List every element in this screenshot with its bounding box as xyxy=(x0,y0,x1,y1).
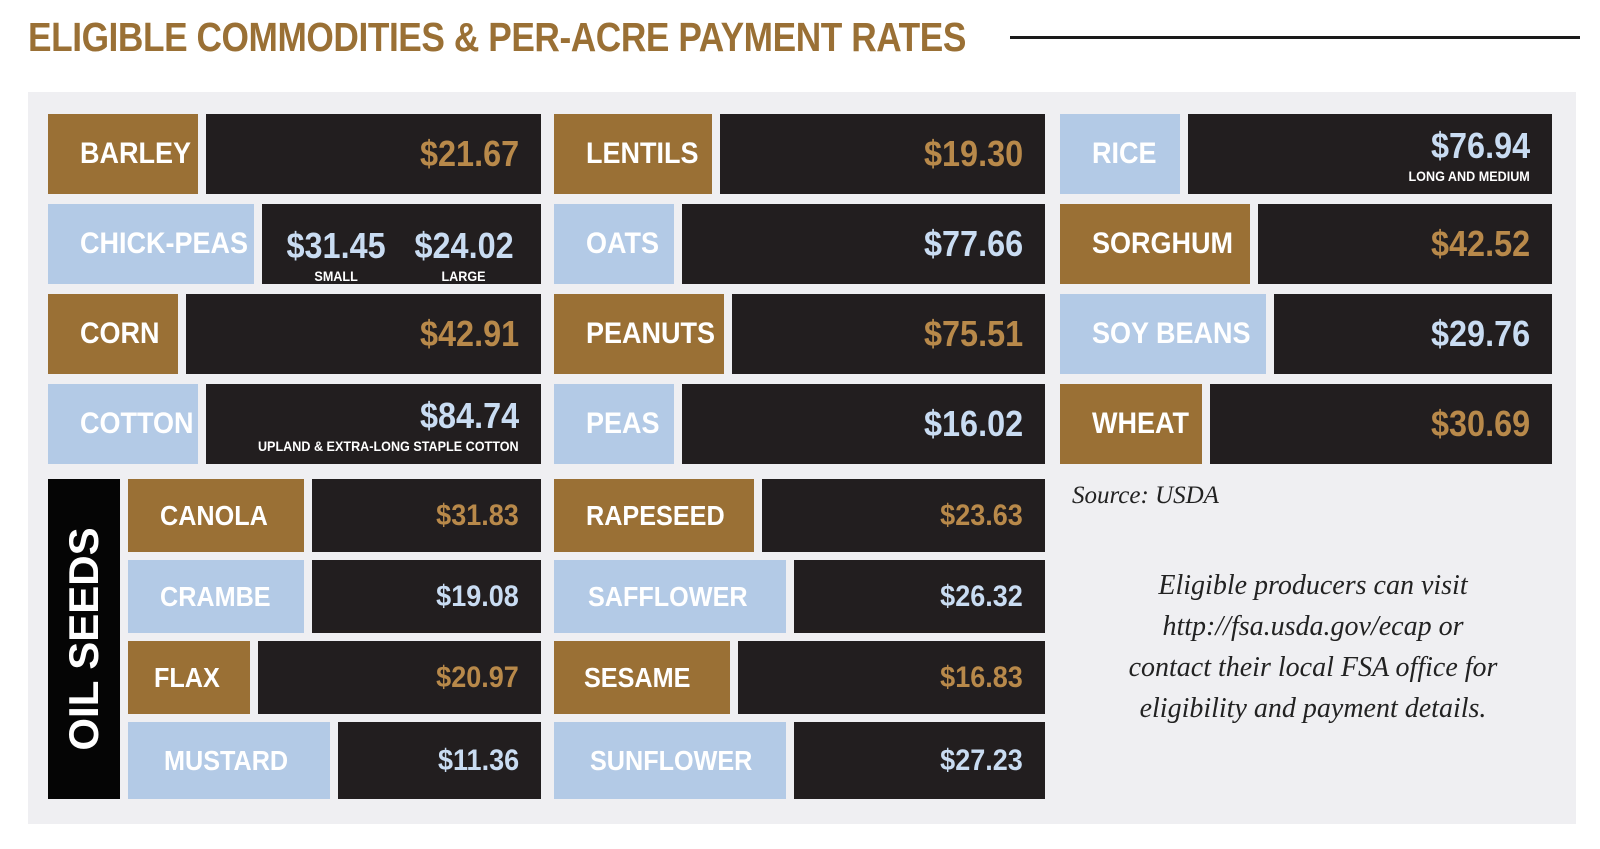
safflower-rate: $26.32 xyxy=(794,560,1045,633)
cotton-rate: $84.74 UPLAND & EXTRA-LONG STAPLE COTTON xyxy=(206,384,541,464)
peas-label: PEAS xyxy=(554,384,674,464)
sesame-label: SESAME xyxy=(554,641,730,714)
eligibility-note-line: Eligible producers can visit xyxy=(1158,570,1468,601)
eligibility-note-url: http://fsa.usda.gov/ecap or xyxy=(1162,611,1464,642)
safflower-label: SAFFLOWER xyxy=(554,560,786,633)
rice-label: RICE xyxy=(1060,114,1180,194)
oil-seeds-heading: OIL SEEDS xyxy=(48,479,120,799)
peas-rate: $16.02 xyxy=(682,384,1045,464)
oats-rate: $77.66 xyxy=(682,204,1045,284)
sunflower-rate: $27.23 xyxy=(794,722,1045,799)
chickpeas-small-label: SMALL xyxy=(314,268,358,284)
corn-rate: $42.91 xyxy=(186,294,541,374)
oats-label: OATS xyxy=(554,204,674,284)
barley-label: BARLEY xyxy=(48,114,198,194)
flax-rate: $20.97 xyxy=(258,641,541,714)
chickpeas-large-label: LARGE xyxy=(441,268,486,284)
rapeseed-rate: $23.63 xyxy=(762,479,1045,552)
mustard-rate: $11.36 xyxy=(338,722,541,799)
eligibility-note: Eligible producers can visit http://fsa.… xyxy=(1076,565,1550,729)
soybeans-rate: $29.76 xyxy=(1274,294,1552,374)
eligibility-note-line: contact their local FSA office for xyxy=(1128,652,1498,683)
chickpeas-label: CHICK-PEAS xyxy=(48,204,254,284)
wheat-rate: $30.69 xyxy=(1210,384,1552,464)
canola-rate: $31.83 xyxy=(312,479,541,552)
source-credit: Source: USDA xyxy=(1072,482,1219,509)
sorghum-rate: $42.52 xyxy=(1258,204,1552,284)
soybeans-label: SOY BEANS xyxy=(1060,294,1266,374)
chickpeas-small-rate: $31.45 xyxy=(286,225,386,266)
sesame-rate: $16.83 xyxy=(738,641,1045,714)
peanuts-label: PEANUTS xyxy=(554,294,724,374)
eligibility-note-line: eligibility and payment details. xyxy=(1139,693,1487,724)
cotton-label: COTTON xyxy=(48,384,198,464)
chickpeas-large: $24.02 LARGE xyxy=(409,225,519,284)
sunflower-label: SUNFLOWER xyxy=(554,722,786,799)
crambe-rate: $19.08 xyxy=(312,560,541,633)
cotton-note: UPLAND & EXTRA-LONG STAPLE COTTON xyxy=(258,437,519,454)
crambe-label: CRAMBE xyxy=(128,560,304,633)
rice-note: LONG AND MEDIUM xyxy=(1408,167,1530,184)
peanuts-rate: $75.51 xyxy=(732,294,1045,374)
canola-label: CANOLA xyxy=(128,479,304,552)
lentils-rate: $19.30 xyxy=(720,114,1045,194)
rice-rate: $76.94 LONG AND MEDIUM xyxy=(1188,114,1552,194)
wheat-label: WHEAT xyxy=(1060,384,1202,464)
chickpeas-large-rate: $24.02 xyxy=(414,225,514,266)
lentils-label: LENTILS xyxy=(554,114,712,194)
title-rule xyxy=(1010,36,1580,39)
page-title: ELIGIBLE COMMODITIES & PER-ACRE PAYMENT … xyxy=(28,14,966,60)
corn-label: CORN xyxy=(48,294,178,374)
barley-rate: $21.67 xyxy=(206,114,541,194)
chickpeas-small: $31.45 SMALL xyxy=(281,225,391,284)
flax-label: FLAX xyxy=(128,641,250,714)
mustard-label: MUSTARD xyxy=(128,722,330,799)
chickpeas-rate: $31.45 SMALL $24.02 LARGE xyxy=(262,204,541,284)
sorghum-label: SORGHUM xyxy=(1060,204,1250,284)
rapeseed-label: RAPESEED xyxy=(554,479,754,552)
